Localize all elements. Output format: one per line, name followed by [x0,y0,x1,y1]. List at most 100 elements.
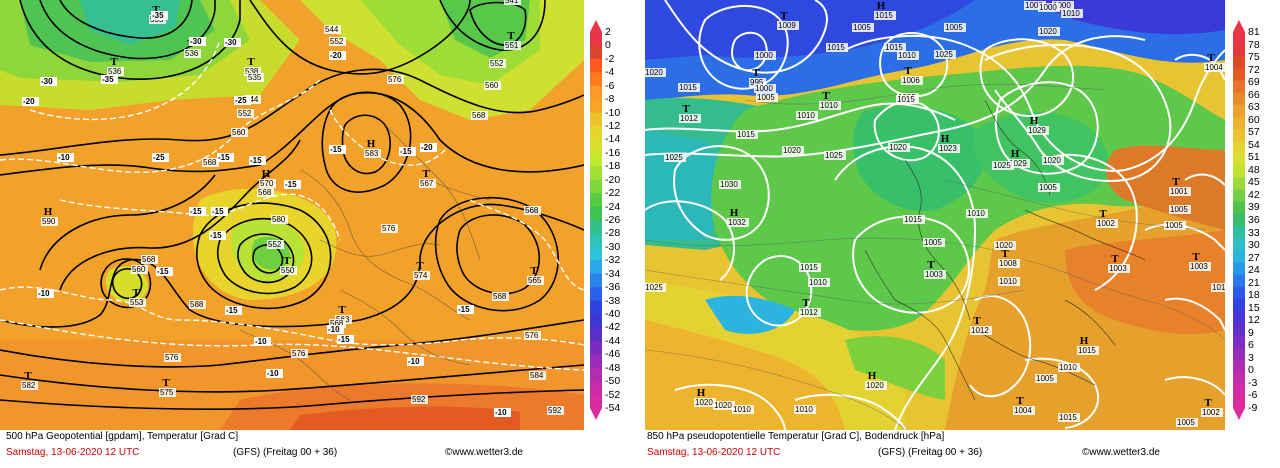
500hpa-temperature-label: -10 [328,325,340,334]
500hpa-legend-label: -14 [605,133,621,146]
500hpa-label-background [329,37,346,46]
850hpa-high-marker: H [1030,115,1039,127]
850hpa-label-background [678,83,700,92]
850hpa-legend-swatch [1233,226,1245,239]
850hpa-legend-label: 78 [1248,38,1260,51]
500hpa-temperature-label: -20 [23,97,35,106]
850hpa-legend-label: 9 [1248,326,1254,339]
caption-500hpa-date: Samstag, 13-06-2020 12 UTC (GFS) (Freita… [0,446,584,460]
850hpa-legend-swatch [1233,213,1245,227]
500hpa-pressure-label: 568 [203,158,217,167]
500hpa-temp-label-background [329,145,346,154]
500hpa-label-background [184,49,201,58]
850hpa-pressure-label: 1020 [645,68,663,77]
850hpa-legend-label: 27 [1248,251,1260,264]
500hpa-label-background [364,149,381,158]
500hpa-label-background [259,179,276,188]
500hpa-legend-label: -4 [605,66,615,79]
500hpa-temperature-label: -15 [212,207,224,216]
850hpa-pressure-label: 1008 [999,259,1017,268]
850hpa-legend-label: 57 [1248,126,1260,139]
850hpa-legend-label: -9 [1248,402,1258,414]
850hpa-pressure-label: 1015 [1212,283,1225,292]
850hpa-label-background [901,76,923,85]
850hpa-label-background [736,130,758,139]
500hpa-pressure-label: 568 [258,188,272,197]
500hpa-temp-label-background [22,97,39,106]
panel-500hpa: T535T536T536544552541T551552560568T53853… [0,0,640,460]
500hpa-legend-label: -36 [605,281,621,294]
500hpa-legend-label: -34 [605,267,621,280]
850hpa-pressure-label: 1025 [993,161,1011,170]
850hpa-legend-swatch [1233,141,1245,154]
map-500hpa: T535T536T536544552541T551552560568T53853… [0,0,584,430]
500hpa-legend-label: -48 [605,361,621,374]
850hpa-pressure-label: 1020 [866,381,884,390]
500hpa-legend-swatch [590,99,602,114]
850hpa-pressure-label: 1005 [945,23,963,32]
850hpa-pressure-label: 1012 [680,114,698,123]
850hpa-legend-swatch [1233,201,1245,215]
850hpa-legend-label: 30 [1248,239,1260,252]
850hpa-label-background [998,259,1020,268]
500hpa-pressure-label: 592 [412,395,426,404]
850hpa-pressure-label: 1000 [755,84,773,93]
500hpa-label-background [21,381,38,390]
500hpa-temp-label-background [407,357,424,366]
500hpa-legend-swatch [590,260,602,275]
caption-500hpa-datetime: Samstag, 13-06-2020 12 UTC [6,447,140,458]
500hpa-legend-swatch [590,314,602,328]
500hpa-temp-label-background [234,96,251,105]
850hpa-pressure-label: 1005 [1036,374,1054,383]
850hpa-legend-label: -6 [1248,389,1258,402]
500hpa-label-background [524,331,541,340]
500hpa-temperature-label: -10 [408,357,420,366]
legend-500hpa: 2 0 -2 -4 -6 -8 -10 -12 -14 -16 -18 -20 -22 -24 -26 -28… [590,20,640,420]
500hpa-temperature-label: -10 [58,153,70,162]
850hpa-pressure-label: 1020 [783,146,801,155]
850hpa-legend-swatch [1233,116,1245,130]
850hpa-pressure-label: 1004 [1014,406,1032,415]
500hpa-legend-label: -8 [605,93,615,106]
500hpa-temp-label-background [329,51,346,60]
legend-500hpa-bar [590,20,602,420]
850hpa-high-marker: H [1080,335,1089,347]
500hpa-pressure-label: 584 [530,371,544,380]
500hpa-legend-swatch [590,112,602,127]
850hpa-legend-label: 51 [1248,151,1260,164]
850hpa-low-marker: T [682,103,690,115]
500hpa-legend-swatch [590,300,602,315]
500hpa-temperature-label: -15 [250,156,262,165]
850hpa-label-background [1058,413,1080,422]
500hpa-pressure-label: 576 [382,224,396,233]
500hpa-pressure-label: 552 [330,37,344,46]
500hpa-legend-label: -24 [605,200,621,213]
500hpa-legend-label: -20 [605,173,621,186]
500hpa-pressure-label: 582 [22,381,36,390]
500hpa-temperature-label: -20 [330,51,342,60]
850hpa-legend-swatch [1233,104,1245,118]
850hpa-legend-label: 63 [1248,101,1260,114]
500hpa-temperature-label: -35 [152,11,164,20]
850hpa-legend-swatch [1233,165,1245,179]
850hpa-pressure-label: 1015 [827,43,845,52]
850hpa-low-marker: T [927,259,935,271]
500hpa-legend-label: -38 [605,294,621,307]
850hpa-label-background [966,209,988,218]
850hpa-pressure-label: 1029 [1009,159,1027,168]
500hpa-pressure-label: 565 [528,276,542,285]
500hpa-temperature-label: -15 [338,335,350,344]
850hpa-label-background [713,401,735,410]
500hpa-legend-swatch [590,327,602,342]
map-850hpa-svg: T1009H1015100510001000T995100010051015T1… [645,0,1225,430]
850hpa-low-marker: T [1207,52,1215,64]
500hpa-label-background [504,41,521,50]
500hpa-legend-arrow-down [590,408,602,420]
500hpa-pressure-label: 536 [108,67,122,76]
850hpa-legend-label: 66 [1248,88,1260,101]
500hpa-label-background [489,59,506,68]
850hpa-legend-swatch [1233,335,1245,348]
850hpa-low-marker: T [802,297,810,309]
500hpa-legend-label: -6 [605,79,615,92]
850hpa-pressure-label: 1015 [875,11,893,20]
